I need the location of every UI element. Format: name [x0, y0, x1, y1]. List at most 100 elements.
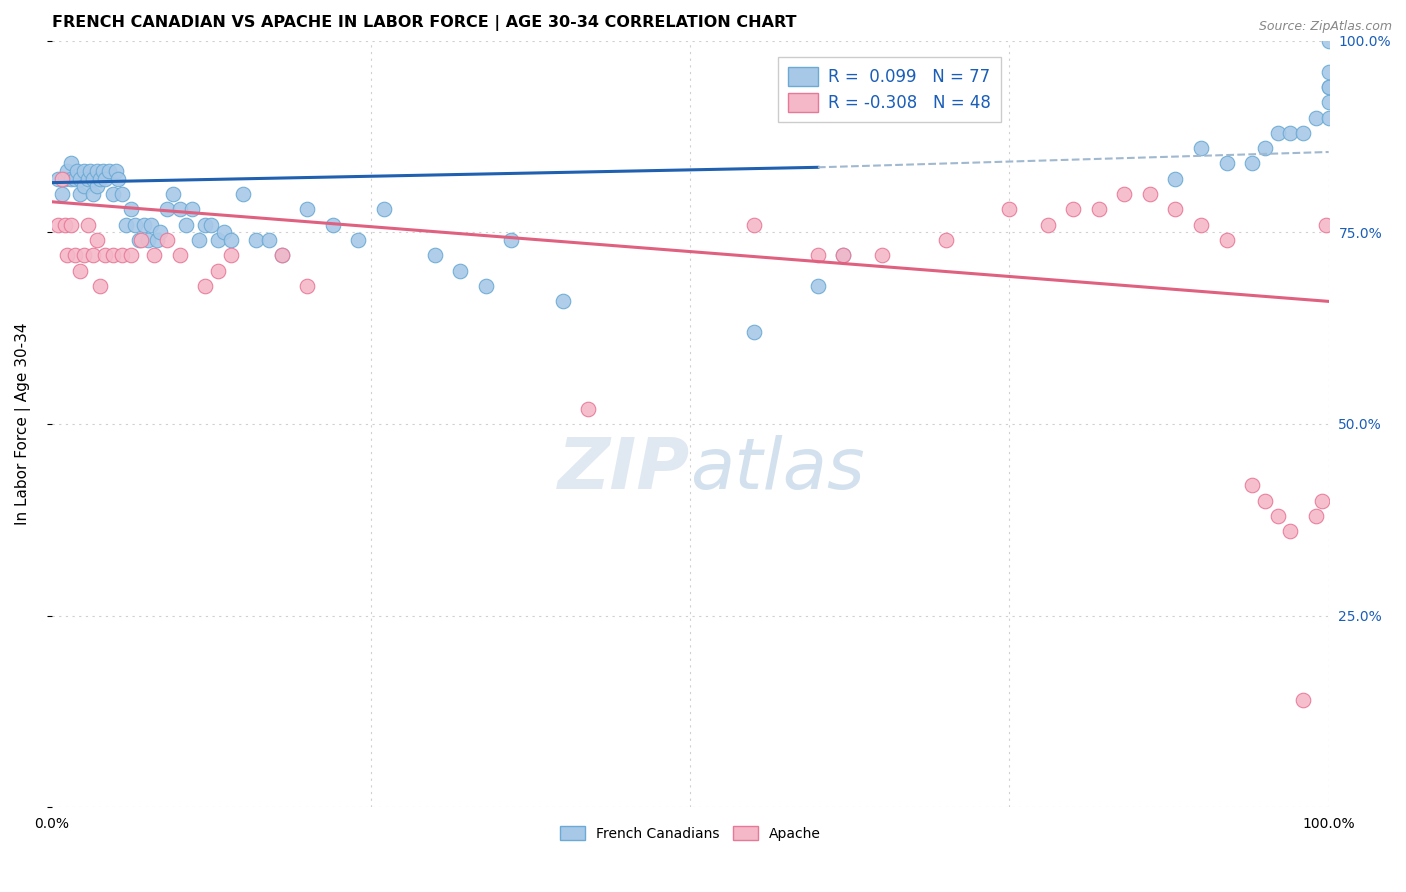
Point — [169, 202, 191, 217]
Point — [128, 233, 150, 247]
Point — [101, 187, 124, 202]
Point — [129, 233, 152, 247]
Point — [475, 279, 498, 293]
Point — [200, 218, 222, 232]
Point — [219, 248, 242, 262]
Point — [107, 171, 129, 186]
Point — [1305, 508, 1327, 523]
Point — [1317, 64, 1340, 78]
Point — [79, 164, 101, 178]
Point — [232, 187, 254, 202]
Point — [73, 248, 96, 262]
Point — [86, 164, 108, 178]
Point — [73, 179, 96, 194]
Point — [120, 248, 142, 262]
Point — [69, 264, 91, 278]
Y-axis label: In Labor Force | Age 30-34: In Labor Force | Age 30-34 — [15, 323, 31, 525]
Point — [1267, 126, 1289, 140]
Point — [1279, 524, 1302, 539]
Point — [194, 218, 217, 232]
Point — [63, 248, 86, 262]
Point — [1317, 79, 1340, 94]
Point — [1241, 478, 1264, 492]
Point — [1279, 126, 1302, 140]
Point — [91, 164, 114, 178]
Point — [1292, 693, 1315, 707]
Point — [373, 202, 395, 217]
Point — [132, 218, 155, 232]
Text: ZIP: ZIP — [558, 435, 690, 505]
Point — [1062, 202, 1084, 217]
Point — [807, 248, 830, 262]
Point — [59, 171, 82, 186]
Point — [257, 233, 280, 247]
Point — [76, 218, 98, 232]
Point — [181, 202, 204, 217]
Point — [98, 164, 121, 178]
Text: Source: ZipAtlas.com: Source: ZipAtlas.com — [1258, 20, 1392, 33]
Point — [82, 187, 104, 202]
Text: atlas: atlas — [690, 435, 865, 505]
Point — [82, 248, 104, 262]
Point — [245, 233, 267, 247]
Point — [1139, 187, 1161, 202]
Point — [101, 248, 124, 262]
Point — [89, 279, 111, 293]
Point — [1317, 111, 1340, 125]
Point — [1164, 202, 1187, 217]
Point — [1164, 171, 1187, 186]
Point — [832, 248, 855, 262]
Point — [1292, 126, 1315, 140]
Point — [998, 202, 1021, 217]
Point — [935, 233, 957, 247]
Point — [169, 248, 191, 262]
Point — [742, 218, 765, 232]
Point — [194, 279, 217, 293]
Point — [1317, 95, 1340, 110]
Point — [136, 233, 159, 247]
Point — [270, 248, 292, 262]
Point — [212, 226, 235, 240]
Point — [51, 171, 73, 186]
Point — [76, 171, 98, 186]
Point — [1254, 141, 1277, 155]
Point — [162, 187, 184, 202]
Point — [66, 164, 89, 178]
Point — [187, 233, 209, 247]
Point — [1267, 508, 1289, 523]
Point — [143, 248, 166, 262]
Point — [73, 164, 96, 178]
Legend: French Canadians, Apache: French Canadians, Apache — [554, 820, 827, 847]
Point — [111, 187, 134, 202]
Point — [1317, 79, 1340, 94]
Point — [1241, 156, 1264, 170]
Point — [51, 187, 73, 202]
Point — [501, 233, 523, 247]
Point — [1088, 202, 1111, 217]
Point — [207, 233, 229, 247]
Point — [322, 218, 344, 232]
Point — [53, 218, 76, 232]
Point — [46, 171, 69, 186]
Point — [59, 156, 82, 170]
Point — [1310, 493, 1333, 508]
Point — [149, 226, 172, 240]
Point — [89, 171, 111, 186]
Point — [1215, 156, 1237, 170]
Point — [807, 279, 830, 293]
Point — [1189, 218, 1212, 232]
Point — [141, 218, 163, 232]
Point — [1114, 187, 1136, 202]
Point — [156, 202, 179, 217]
Point — [86, 233, 108, 247]
Point — [1189, 141, 1212, 155]
Point — [156, 233, 179, 247]
Point — [1305, 111, 1327, 125]
Point — [270, 248, 292, 262]
Point — [145, 233, 167, 247]
Point — [86, 179, 108, 194]
Point — [207, 264, 229, 278]
Point — [53, 171, 76, 186]
Point — [115, 218, 138, 232]
Point — [742, 325, 765, 339]
